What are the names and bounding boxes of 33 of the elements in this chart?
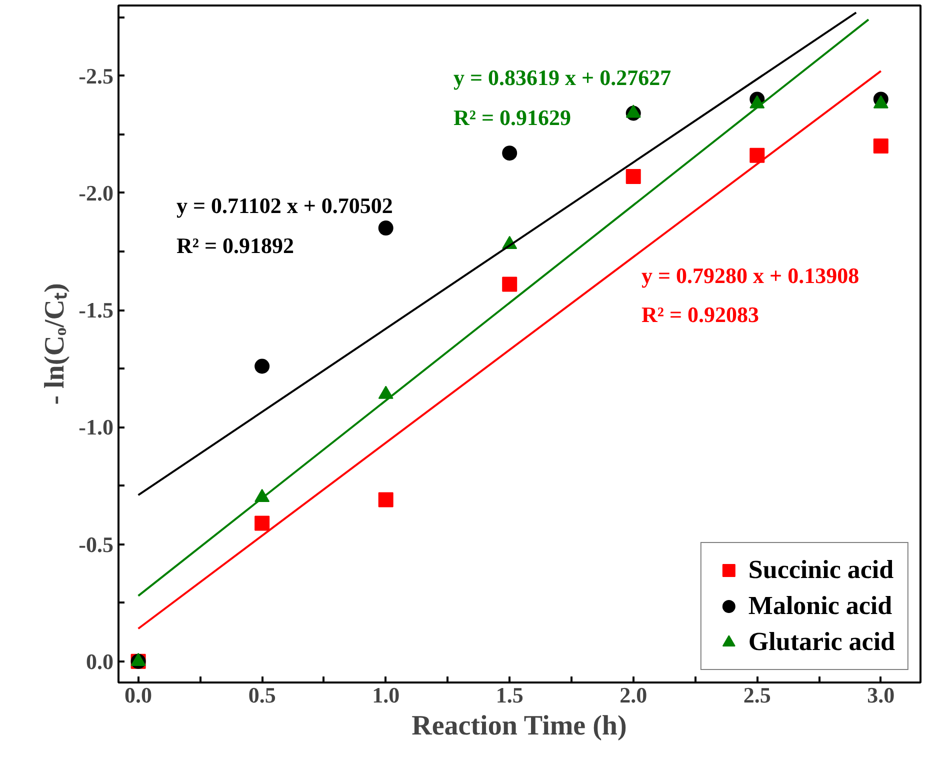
annotation: R² = 0.92083 [642,302,760,327]
point [254,358,270,374]
x-axis-title: Reaction Time (h) [412,710,627,742]
legend-label: Malonic acid [748,591,892,621]
x-tick-label: 0.5 [248,682,276,708]
y-tick-label: -2.5 [78,63,114,88]
point [254,516,270,531]
point [378,492,394,508]
legend-label: Glutaric acid [748,627,895,657]
point [626,169,641,184]
x-tick-label: 1.5 [496,682,524,708]
x-tick-label: 0.0 [124,682,152,708]
y-tick-label: -2.0 [78,180,114,206]
x-tick-label: 1.0 [372,682,400,708]
y-axis-title: - ln(Cₒ/Cₜ) [40,283,71,405]
annotation: y = 0.79280 x + 0.13908 [642,263,860,288]
y-tick-label: 0.0 [86,648,114,674]
annotation: R² = 0.91629 [454,105,572,130]
y-tick-label: -1.5 [78,298,114,323]
y-tick-label: -0.5 [78,532,114,557]
legend-label: Succinic acid [748,555,894,585]
point [502,276,518,292]
point [502,146,518,161]
point [378,220,394,236]
annotation: R² = 0.91892 [176,233,294,258]
x-tick-label: 3.0 [867,682,895,708]
annotation: y = 0.71102 x + 0.70502 [176,193,393,218]
x-tick-label: 2.0 [620,682,648,708]
point [873,138,888,154]
point [750,148,765,163]
y-tick-label: -1.0 [78,414,114,440]
x-tick-label: 2.5 [743,682,771,708]
annotation: y = 0.83619 x + 0.27627 [454,65,672,90]
